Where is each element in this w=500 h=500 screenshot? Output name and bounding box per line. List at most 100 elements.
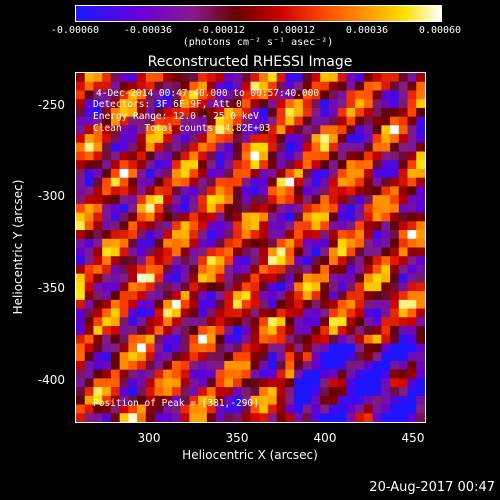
heatmap-cell	[224, 212, 234, 222]
heatmap-cell	[285, 212, 295, 222]
heatmap-cell	[381, 264, 391, 275]
heatmap-cell	[381, 142, 391, 153]
heatmap-cell	[259, 134, 269, 144]
heatmap-cell	[76, 134, 86, 144]
heatmap-cell	[206, 317, 217, 327]
heatmap-cell	[346, 177, 356, 188]
heatmap-cell	[233, 326, 243, 336]
heatmap-cell	[189, 378, 199, 388]
heatmap-cell	[337, 212, 348, 222]
heatmap-cell	[407, 142, 417, 153]
heatmap-cell	[102, 238, 112, 249]
heatmap-cell	[215, 273, 225, 283]
heatmap-cell	[320, 395, 330, 406]
heatmap-cell	[163, 308, 173, 318]
heatmap-cell	[398, 264, 409, 275]
heatmap-cell	[372, 317, 382, 327]
heatmap-cell	[93, 360, 103, 371]
heatmap-cell	[215, 369, 225, 379]
heatmap-cell	[329, 308, 339, 318]
heatmap-cell	[189, 352, 199, 362]
heatmap-cell	[372, 291, 382, 301]
heatmap-cell	[128, 186, 138, 196]
heatmap-cell	[285, 99, 295, 109]
heatmap-cell	[416, 404, 425, 414]
heatmap-cell	[320, 326, 330, 336]
heatmap-cell	[346, 326, 356, 336]
heatmap-cell	[363, 134, 374, 144]
heatmap-cell	[337, 177, 348, 188]
heatmap-cell	[267, 273, 278, 283]
heatmap-cell	[215, 404, 225, 414]
heatmap-cell	[285, 273, 295, 283]
heatmap-cell	[320, 195, 330, 205]
heatmap-cell	[390, 282, 400, 292]
heatmap-cell	[355, 221, 365, 231]
heatmap-cell	[302, 99, 313, 109]
heatmap-cell	[128, 168, 138, 179]
heatmap-cell	[171, 116, 182, 126]
heatmap-cell	[102, 291, 112, 301]
heatmap-cell	[416, 413, 425, 422]
heatmap-cell	[302, 369, 313, 379]
heatmap-cell	[407, 116, 417, 126]
heatmap-cell	[250, 212, 260, 222]
heatmap-cell	[119, 151, 129, 161]
heatmap-cell	[390, 326, 400, 336]
heatmap-cell	[294, 343, 304, 353]
annotation-detectors: Detectors: 3F 6F 9F, Att 0	[93, 99, 242, 110]
colorbar-tick-label: 0.00036	[345, 25, 389, 36]
heatmap-cell	[346, 99, 356, 109]
heatmap-cell	[93, 125, 103, 135]
heatmap-cell	[233, 256, 243, 266]
heatmap-cell	[198, 256, 208, 266]
heatmap-cell	[241, 264, 252, 275]
heatmap-cell	[215, 116, 225, 126]
heatmap-cell	[390, 247, 400, 257]
heatmap-cell	[84, 308, 95, 318]
heatmap-cell	[329, 168, 339, 179]
heatmap-cell	[224, 151, 234, 161]
heatmap-cell	[363, 116, 374, 126]
heatmap-cell	[137, 343, 147, 353]
heatmap-cell	[206, 160, 217, 170]
heatmap-cell	[285, 352, 295, 362]
heatmap-cell	[171, 212, 182, 222]
heatmap-cell	[154, 247, 164, 257]
heatmap-cell	[154, 151, 164, 161]
heatmap-cell	[76, 326, 86, 336]
heatmap-cell	[250, 81, 260, 92]
heatmap-cell	[259, 360, 269, 371]
heatmap-cell	[416, 168, 425, 179]
heatmap-cell	[302, 195, 313, 205]
heatmap-cell	[276, 116, 286, 126]
heatmap-cell	[198, 221, 208, 231]
heatmap-cell	[250, 343, 260, 353]
heatmap-cell	[276, 134, 286, 144]
heatmap-cell	[241, 256, 252, 266]
heatmap-cell	[84, 317, 95, 327]
heatmap-cell	[110, 116, 121, 126]
heatmap-cell	[416, 195, 425, 205]
heatmap-cell	[311, 299, 321, 310]
heatmap-cell	[233, 168, 243, 179]
heatmap-cell	[267, 168, 278, 179]
heatmap-cell	[250, 308, 260, 318]
heatmap-cell	[102, 317, 112, 327]
heatmap-cell	[198, 142, 208, 153]
heatmap-cell	[84, 230, 95, 240]
heatmap-cell	[171, 90, 182, 100]
heatmap-cell	[398, 160, 409, 170]
heatmap-cell	[311, 334, 321, 345]
heatmap-cell	[320, 73, 330, 83]
heatmap-cell	[171, 308, 182, 318]
heatmap-cell	[171, 81, 182, 92]
heatmap-cell	[407, 308, 417, 318]
heatmap-cell	[145, 395, 156, 406]
heatmap-cell	[398, 90, 409, 100]
heatmap-cell	[363, 334, 374, 345]
heatmap-cell	[311, 212, 321, 222]
heatmap-cell	[171, 230, 182, 240]
heatmap-cell	[198, 125, 208, 135]
heatmap-cell	[381, 247, 391, 257]
